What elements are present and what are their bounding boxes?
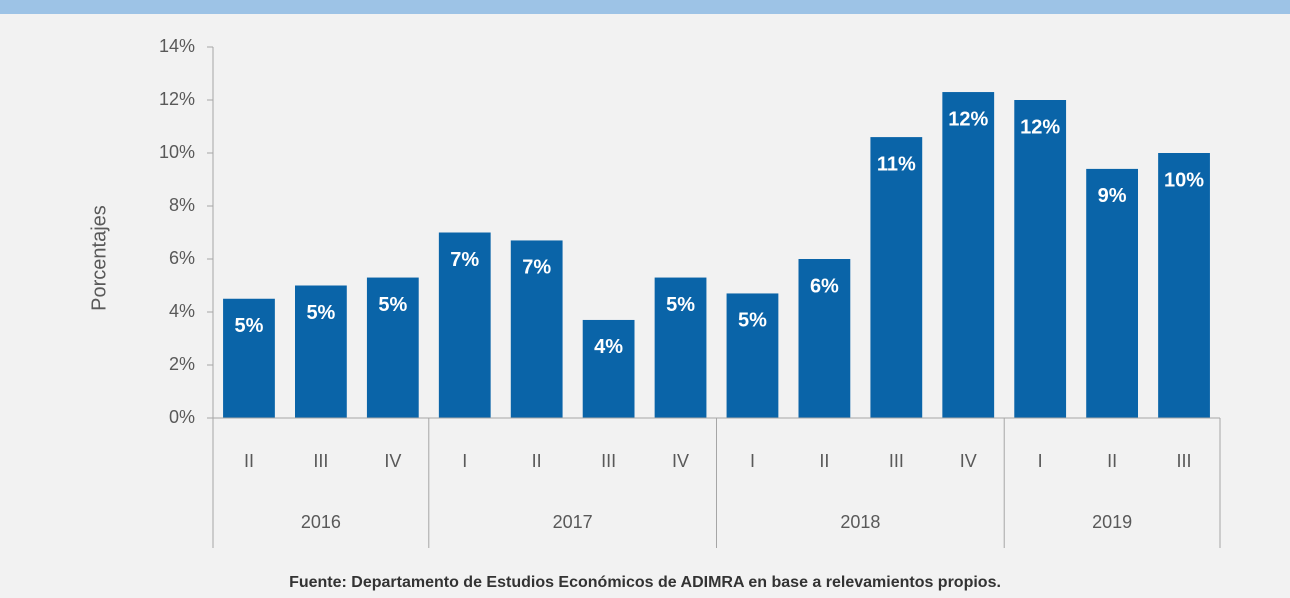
data-label: 5%	[378, 294, 407, 316]
y-tick-label: 8%	[169, 195, 195, 215]
group-label: 2018	[840, 512, 880, 532]
y-tick-label: 12%	[159, 89, 195, 109]
x-tick-label: IV	[672, 451, 689, 471]
bar	[798, 259, 851, 418]
data-label: 7%	[522, 257, 551, 279]
data-label: 11%	[877, 153, 916, 175]
bar	[223, 298, 275, 418]
x-tick-label: I	[1038, 451, 1043, 471]
x-tick-label: II	[532, 451, 542, 471]
x-tick-label: IV	[384, 451, 401, 471]
data-label: 5%	[306, 302, 335, 324]
y-tick-label: 4%	[169, 301, 195, 321]
bar	[726, 293, 779, 418]
data-label: 6%	[810, 275, 839, 297]
x-tick-label: III	[313, 451, 328, 471]
data-label: 9%	[1098, 185, 1127, 207]
bar	[1086, 168, 1139, 418]
bar	[510, 240, 563, 418]
source-note: Fuente: Departamento de Estudios Económi…	[289, 574, 1001, 591]
data-label: 5%	[235, 315, 264, 337]
y-tick-label: 10%	[159, 142, 195, 162]
bar	[294, 285, 347, 418]
data-label: 7%	[450, 249, 479, 271]
x-tick-label: II	[819, 451, 829, 471]
y-tick-label: 2%	[169, 354, 195, 374]
bar	[366, 277, 419, 418]
y-tick-label: 14%	[159, 36, 195, 56]
group-label: 2017	[553, 512, 593, 532]
bar	[870, 137, 923, 418]
data-label: 10%	[1164, 169, 1204, 191]
x-tick-label: I	[462, 451, 467, 471]
data-label: 12%	[1020, 116, 1060, 138]
x-tick-label: III	[601, 451, 616, 471]
x-tick-label: II	[1107, 451, 1117, 471]
data-label: 5%	[738, 310, 767, 332]
x-tick-label: IV	[960, 451, 977, 471]
bar	[654, 277, 707, 418]
x-tick-label: III	[889, 451, 904, 471]
header-band	[0, 0, 1290, 14]
bar	[1158, 153, 1210, 418]
x-tick-label: III	[1177, 451, 1192, 471]
group-label: 2016	[301, 512, 341, 532]
x-tick-label: II	[244, 451, 254, 471]
y-tick-label: 6%	[169, 248, 195, 268]
group-label: 2019	[1092, 512, 1132, 532]
data-label: 5%	[666, 294, 695, 316]
bar	[438, 232, 491, 418]
bar	[942, 92, 995, 419]
data-label: 12%	[948, 108, 988, 130]
bar	[582, 319, 635, 418]
y-tick-label: 0%	[169, 407, 195, 427]
y-axis-label: Porcentajes	[88, 205, 110, 311]
data-label: 4%	[594, 336, 623, 358]
x-tick-label: I	[750, 451, 755, 471]
bar	[1014, 100, 1067, 418]
